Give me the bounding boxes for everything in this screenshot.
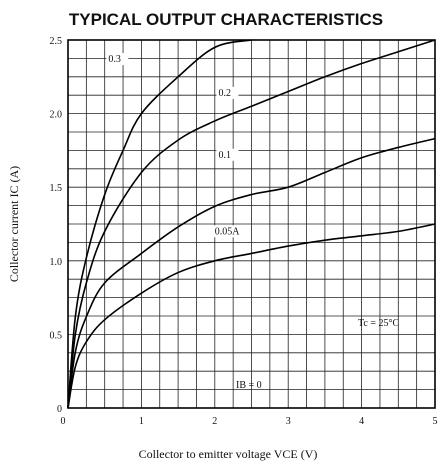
x-axis-label: Collector to emitter voltage VCE (V) — [139, 447, 318, 461]
y-tick-label: 0 — [57, 404, 62, 415]
ib-zero-annotation: IB = 0 — [236, 380, 262, 391]
y-axis-label: Collector current IC (A) — [7, 166, 21, 282]
curve-label-bg — [212, 225, 247, 238]
curve-ib-2 — [67, 39, 436, 409]
curve-label-bg — [216, 148, 239, 161]
x-tick-label: 2 — [212, 416, 217, 427]
curve-label-bg — [106, 53, 129, 66]
y-tick-label: 0.5 — [50, 330, 63, 341]
curve-labels: 0.3 0.2 0.1 0.05A — [106, 53, 247, 238]
curves — [67, 39, 436, 409]
grid — [68, 40, 435, 408]
curve-label: 0.1 — [218, 150, 231, 161]
curve-label-bg — [216, 86, 239, 99]
x-tick-label: 5 — [433, 416, 438, 427]
temperature-annotation: Tc = 25°C — [358, 318, 399, 329]
x-tick-label: 0 — [61, 416, 66, 427]
curve-label: 0.05A — [215, 226, 241, 237]
chart-title: TYPICAL OUTPUT CHARACTERISTICS — [69, 10, 383, 29]
curve-label: 0.3 — [108, 54, 121, 65]
x-tick-label: 3 — [286, 416, 291, 427]
y-tick-label: 2.0 — [50, 110, 63, 121]
y-tick-label: 1.0 — [50, 257, 63, 268]
tick-labels: 0 1 2 3 4 5 0 0.5 1.0 1.5 2.0 2.5 — [50, 36, 438, 427]
curve-ib-3 — [67, 137, 436, 409]
curve-ib-1 — [67, 39, 252, 409]
curve-label: 0.2 — [218, 88, 231, 99]
y-tick-label: 2.5 — [50, 36, 63, 47]
curve-ib-4 — [67, 223, 436, 409]
x-tick-label: 4 — [359, 416, 364, 427]
y-tick-label: 1.5 — [50, 183, 63, 194]
x-tick-label: 1 — [139, 416, 144, 427]
